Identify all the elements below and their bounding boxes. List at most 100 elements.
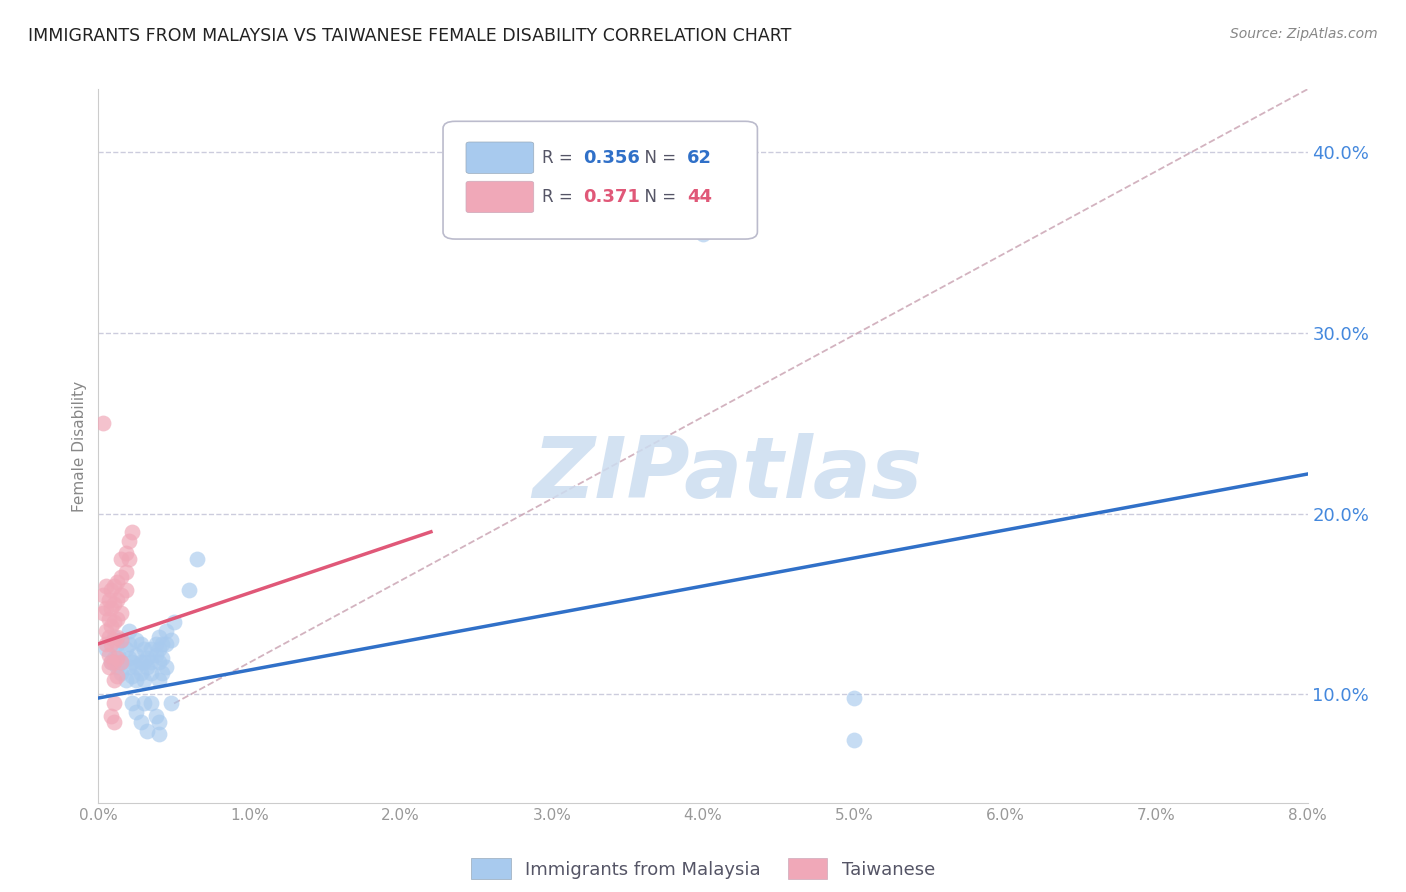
Point — [121, 655, 143, 669]
Point — [125, 633, 148, 648]
Text: 44: 44 — [688, 188, 713, 206]
Point — [114, 582, 136, 597]
Point — [129, 665, 152, 680]
Point — [145, 709, 167, 723]
Point — [103, 655, 125, 669]
Point — [94, 579, 117, 593]
Point — [186, 552, 208, 566]
Text: 0.371: 0.371 — [583, 188, 640, 206]
Point — [135, 723, 157, 738]
Text: N =: N = — [634, 188, 682, 206]
Point — [110, 633, 132, 648]
Point — [148, 727, 170, 741]
Point — [103, 651, 125, 665]
Point — [94, 600, 117, 615]
Point — [98, 593, 121, 607]
Point — [91, 417, 114, 431]
Legend: Immigrants from Malaysia, Taiwanese: Immigrants from Malaysia, Taiwanese — [464, 851, 942, 887]
Point — [114, 673, 136, 687]
Point — [148, 642, 170, 657]
Point — [125, 706, 148, 720]
Point — [110, 655, 132, 669]
Point — [145, 648, 167, 662]
Point — [844, 691, 866, 706]
Point — [141, 642, 163, 657]
Point — [118, 651, 141, 665]
Point — [110, 655, 132, 669]
Point — [150, 637, 173, 651]
Point — [103, 630, 125, 644]
Point — [105, 630, 128, 644]
Point — [155, 624, 177, 639]
Point — [91, 606, 114, 620]
Point — [103, 673, 125, 687]
Point — [179, 582, 201, 597]
Point — [100, 655, 122, 669]
Point — [121, 524, 143, 539]
Point — [98, 648, 121, 662]
Point — [105, 575, 128, 590]
Point — [150, 651, 173, 665]
Point — [114, 565, 136, 579]
Point — [105, 611, 128, 625]
Point — [94, 642, 117, 657]
Point — [141, 655, 163, 669]
Point — [141, 697, 163, 711]
Point — [132, 642, 155, 657]
Point — [114, 547, 136, 561]
Point — [121, 697, 143, 711]
Point — [125, 660, 148, 674]
Point — [105, 637, 128, 651]
Point — [114, 642, 136, 657]
Text: R =: R = — [543, 149, 578, 167]
Point — [148, 630, 170, 644]
Point — [141, 665, 163, 680]
Point — [98, 611, 121, 625]
Text: IMMIGRANTS FROM MALAYSIA VS TAIWANESE FEMALE DISABILITY CORRELATION CHART: IMMIGRANTS FROM MALAYSIA VS TAIWANESE FE… — [28, 27, 792, 45]
Point — [100, 655, 122, 669]
Point — [105, 593, 128, 607]
Text: Source: ZipAtlas.com: Source: ZipAtlas.com — [1230, 27, 1378, 41]
Point — [155, 660, 177, 674]
Text: ZIPatlas: ZIPatlas — [531, 433, 922, 516]
Point — [100, 619, 122, 633]
Point — [105, 669, 128, 683]
Point — [110, 570, 132, 584]
Text: R =: R = — [543, 188, 578, 206]
Point — [132, 697, 155, 711]
Point — [145, 637, 167, 651]
Text: N =: N = — [634, 149, 682, 167]
Point — [163, 615, 186, 629]
Point — [105, 660, 128, 674]
Point — [155, 637, 177, 651]
Point — [125, 648, 148, 662]
Point — [110, 552, 132, 566]
Point — [98, 660, 121, 674]
Point — [100, 637, 122, 651]
FancyBboxPatch shape — [465, 181, 534, 212]
Point — [118, 660, 141, 674]
Point — [150, 665, 173, 680]
FancyBboxPatch shape — [443, 121, 758, 239]
Point — [135, 660, 157, 674]
Point — [103, 697, 125, 711]
Point — [160, 633, 183, 648]
Point — [107, 648, 129, 662]
Point — [98, 630, 121, 644]
Point — [132, 673, 155, 687]
Point — [103, 633, 125, 648]
Point — [110, 588, 132, 602]
Point — [118, 533, 141, 548]
Point — [844, 732, 866, 747]
Point — [91, 588, 114, 602]
Text: 0.356: 0.356 — [583, 149, 640, 167]
Point — [135, 651, 157, 665]
FancyBboxPatch shape — [465, 142, 534, 173]
Point — [132, 655, 155, 669]
Point — [148, 673, 170, 687]
Point — [103, 597, 125, 611]
Point — [129, 655, 152, 669]
Point — [121, 669, 143, 683]
Y-axis label: Female Disability: Female Disability — [72, 380, 87, 512]
Point — [148, 714, 170, 729]
